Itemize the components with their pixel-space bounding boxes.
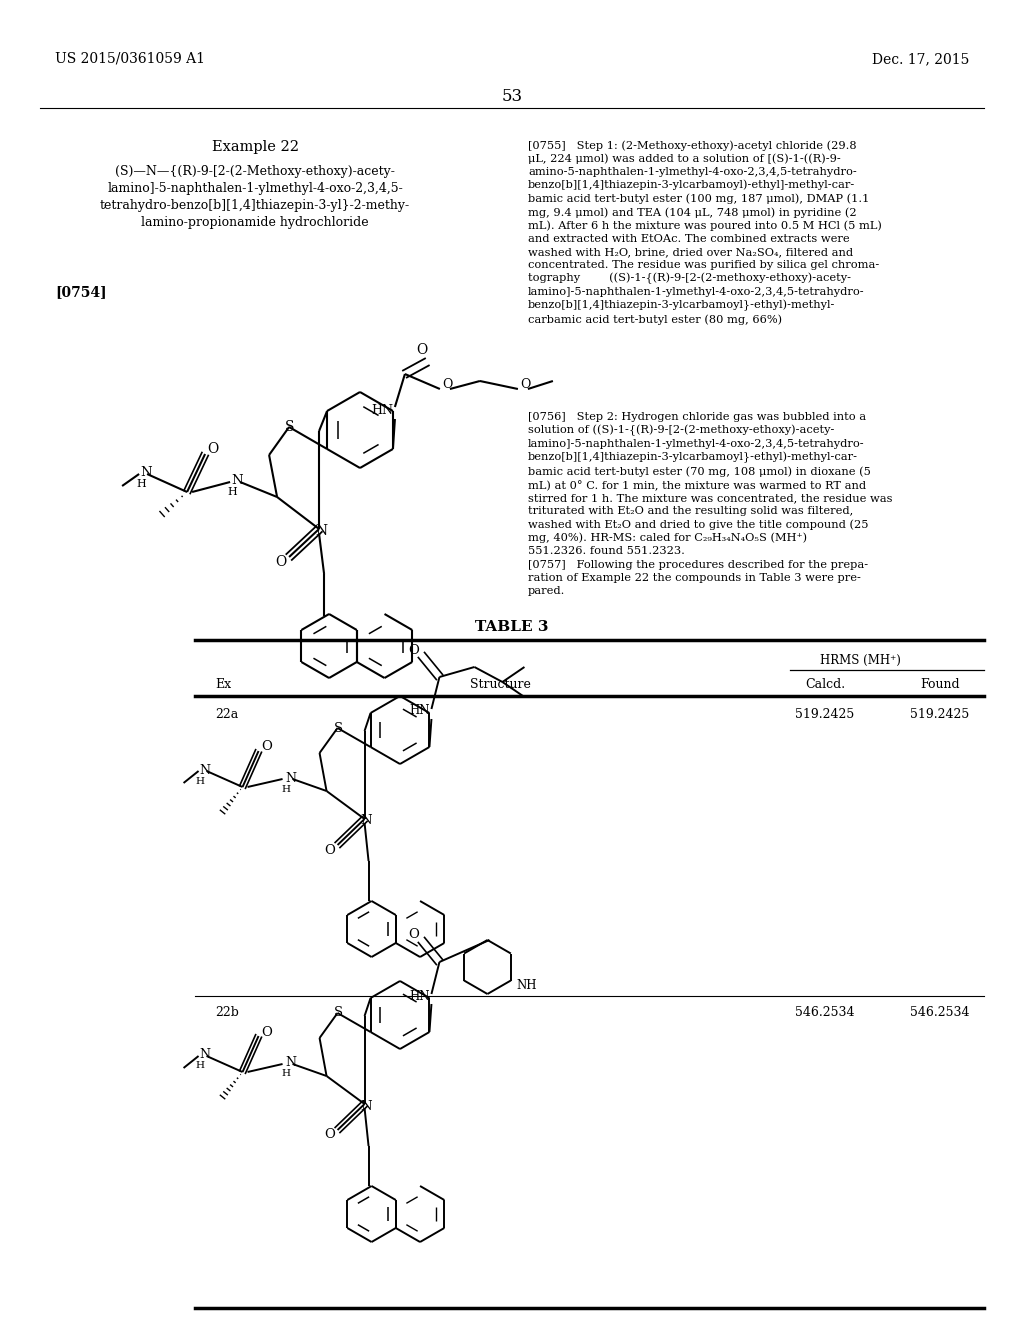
Text: O: O <box>261 1026 272 1039</box>
Text: H: H <box>195 1061 204 1071</box>
Text: 22a: 22a <box>215 708 239 721</box>
Text: O: O <box>521 379 531 392</box>
Text: H: H <box>136 479 146 488</box>
Text: O: O <box>275 554 287 569</box>
Text: TABLE 3: TABLE 3 <box>475 620 549 634</box>
Text: N: N <box>285 1056 296 1069</box>
Text: [0755]   Step 1: (2-Methoxy-ethoxy)-acetyl chloride (29.8
μL, 224 μmol) was adde: [0755] Step 1: (2-Methoxy-ethoxy)-acetyl… <box>528 140 882 325</box>
Text: S: S <box>286 420 295 434</box>
Text: 22b: 22b <box>215 1006 239 1019</box>
Text: N: N <box>360 814 373 828</box>
Text: HN: HN <box>371 404 393 417</box>
Text: H: H <box>281 1069 290 1078</box>
Text: US 2015/0361059 A1: US 2015/0361059 A1 <box>55 51 205 66</box>
Text: Dec. 17, 2015: Dec. 17, 2015 <box>871 51 969 66</box>
Text: 53: 53 <box>502 88 522 106</box>
Text: Found: Found <box>921 678 959 690</box>
Text: H: H <box>281 784 290 793</box>
Text: O: O <box>408 928 419 941</box>
Text: N: N <box>140 466 152 479</box>
Text: Structure: Structure <box>470 678 530 690</box>
Text: O: O <box>325 843 335 857</box>
Text: N: N <box>285 771 296 784</box>
Text: NH: NH <box>516 979 537 993</box>
Text: O: O <box>208 442 219 455</box>
Text: O: O <box>408 644 419 656</box>
Text: O: O <box>442 379 453 392</box>
Text: [0757]   Following the procedures described for the prepa-
ration of Example 22 : [0757] Following the procedures describe… <box>528 560 868 595</box>
Text: S: S <box>334 1006 343 1019</box>
Text: HRMS (MH⁺): HRMS (MH⁺) <box>819 653 900 667</box>
Text: 546.2534: 546.2534 <box>796 1006 855 1019</box>
Text: N: N <box>231 474 243 487</box>
Text: N: N <box>199 763 210 776</box>
Text: (S)—N—{(R)-9-[2-(2-Methoxy-ethoxy)-acety-
lamino]-5-naphthalen-1-ylmethyl-4-oxo-: (S)—N—{(R)-9-[2-(2-Methoxy-ethoxy)-acety… <box>100 165 410 228</box>
Text: N: N <box>199 1048 210 1061</box>
Text: Ex: Ex <box>215 678 231 690</box>
Text: O: O <box>261 741 272 754</box>
Text: S: S <box>334 722 343 734</box>
Text: 519.2425: 519.2425 <box>910 708 970 721</box>
Text: [0756]   Step 2: Hydrogen chloride gas was bubbled into a
solution of ((S)-1-{(R: [0756] Step 2: Hydrogen chloride gas was… <box>528 412 893 556</box>
Text: [0754]: [0754] <box>55 285 106 300</box>
Text: H: H <box>195 776 204 785</box>
Text: N: N <box>360 1100 373 1113</box>
Text: N: N <box>315 524 327 539</box>
Text: HN: HN <box>410 990 430 1002</box>
Text: H: H <box>227 487 237 498</box>
Text: 519.2425: 519.2425 <box>796 708 855 721</box>
Text: O: O <box>417 343 428 356</box>
Text: Example 22: Example 22 <box>212 140 299 154</box>
Text: 546.2534: 546.2534 <box>910 1006 970 1019</box>
Text: Calcd.: Calcd. <box>805 678 845 690</box>
Text: O: O <box>325 1129 335 1142</box>
Text: HN: HN <box>410 705 430 718</box>
